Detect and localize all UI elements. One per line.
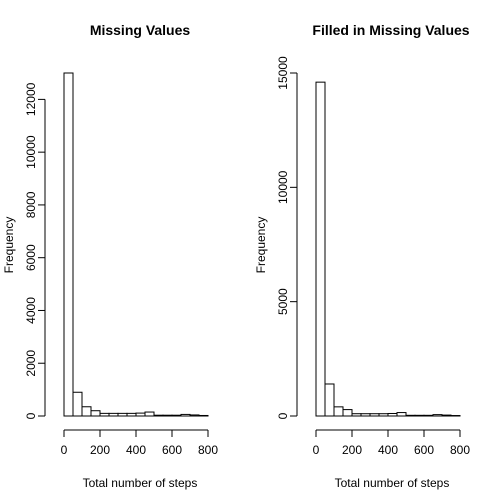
histogram-bar bbox=[324, 383, 335, 417]
histogram-bar bbox=[72, 391, 83, 417]
y-tick-label: 5000 bbox=[276, 288, 290, 315]
histogram-bar bbox=[333, 406, 344, 417]
x-tick-label: 400 bbox=[126, 443, 146, 457]
histogram-bar bbox=[162, 414, 173, 417]
y-axis-label: Frequency bbox=[2, 217, 16, 274]
histogram-bar bbox=[99, 412, 110, 417]
histogram-bar bbox=[414, 414, 425, 417]
y-tick-label: 0 bbox=[276, 412, 290, 419]
x-axis: 0 200 400 600 800 bbox=[61, 429, 218, 457]
x-tick-label: 600 bbox=[414, 443, 434, 457]
y-axis: 0 5000 10000 15000 bbox=[276, 56, 298, 419]
x-axis: 0 200 400 600 800 bbox=[313, 429, 470, 457]
x-axis-label: Total number of steps bbox=[335, 476, 450, 490]
histogram-bar bbox=[126, 412, 137, 417]
histogram-bar bbox=[405, 414, 416, 417]
y-tick-label: 6000 bbox=[24, 244, 38, 271]
histogram-bar bbox=[369, 413, 380, 417]
x-tick-label: 800 bbox=[450, 443, 470, 457]
y-axis: 0 2000 4000 6000 8000 10000 12000 bbox=[24, 82, 46, 419]
y-axis-label: Frequency bbox=[254, 217, 268, 274]
y-tick-label: 4000 bbox=[24, 297, 38, 324]
histogram-bar bbox=[117, 412, 128, 417]
histogram-bar bbox=[315, 81, 326, 417]
x-axis-label: Total number of steps bbox=[83, 476, 198, 490]
histogram-bar bbox=[198, 414, 209, 417]
histogram-bar bbox=[63, 72, 74, 417]
histogram-bar bbox=[135, 412, 146, 417]
chart-title: Missing Values bbox=[90, 22, 191, 38]
histogram-bar bbox=[90, 410, 101, 417]
y-tick-label: 12000 bbox=[24, 82, 38, 116]
histogram-bar bbox=[171, 414, 182, 417]
histogram-panel-filled: Filled in Missing Values Total number of… bbox=[254, 22, 470, 490]
y-tick-label: 8000 bbox=[24, 191, 38, 218]
x-tick-label: 200 bbox=[90, 443, 110, 457]
histogram-bar bbox=[189, 414, 200, 417]
x-tick-label: 600 bbox=[162, 443, 182, 457]
x-tick-label: 200 bbox=[342, 443, 362, 457]
x-tick-label: 0 bbox=[61, 443, 68, 457]
y-tick-label: 15000 bbox=[276, 56, 290, 90]
chart-title: Filled in Missing Values bbox=[312, 22, 469, 38]
histogram-bar bbox=[342, 409, 353, 417]
x-tick-label: 400 bbox=[378, 443, 398, 457]
histogram-bar bbox=[441, 414, 452, 417]
histogram-bar bbox=[360, 413, 371, 417]
histogram-bar bbox=[423, 414, 434, 417]
x-tick-label: 800 bbox=[198, 443, 218, 457]
histogram-bars bbox=[63, 72, 209, 417]
histogram-bar bbox=[81, 406, 92, 417]
y-tick-label: 10000 bbox=[24, 135, 38, 169]
y-tick-label: 10000 bbox=[276, 170, 290, 204]
histogram-bar bbox=[396, 412, 407, 417]
y-tick-label: 2000 bbox=[24, 350, 38, 377]
histogram-bar bbox=[153, 414, 164, 417]
histogram-panel-missing: Missing Values Total number of steps Fre… bbox=[2, 22, 218, 490]
histogram-bar bbox=[108, 412, 119, 417]
y-tick-label: 0 bbox=[24, 412, 38, 419]
histogram-bar bbox=[351, 413, 362, 417]
histogram-bar bbox=[144, 411, 155, 417]
histogram-bar bbox=[378, 413, 389, 417]
histogram-bar bbox=[387, 412, 398, 417]
histogram-bars bbox=[315, 81, 461, 417]
histogram-bar bbox=[180, 413, 191, 417]
histogram-bar bbox=[432, 414, 443, 417]
x-tick-label: 0 bbox=[313, 443, 320, 457]
